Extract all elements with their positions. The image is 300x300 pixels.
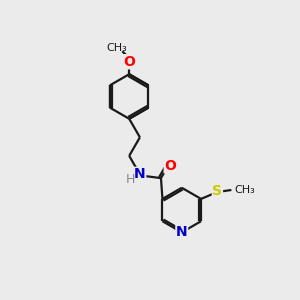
Text: S: S bbox=[212, 184, 222, 199]
Text: O: O bbox=[123, 55, 135, 69]
Text: N: N bbox=[176, 225, 188, 239]
Text: H: H bbox=[125, 173, 135, 186]
Text: CH₃: CH₃ bbox=[234, 185, 255, 195]
Text: N: N bbox=[134, 167, 146, 182]
Text: O: O bbox=[164, 159, 176, 173]
Text: CH₃: CH₃ bbox=[106, 44, 127, 53]
